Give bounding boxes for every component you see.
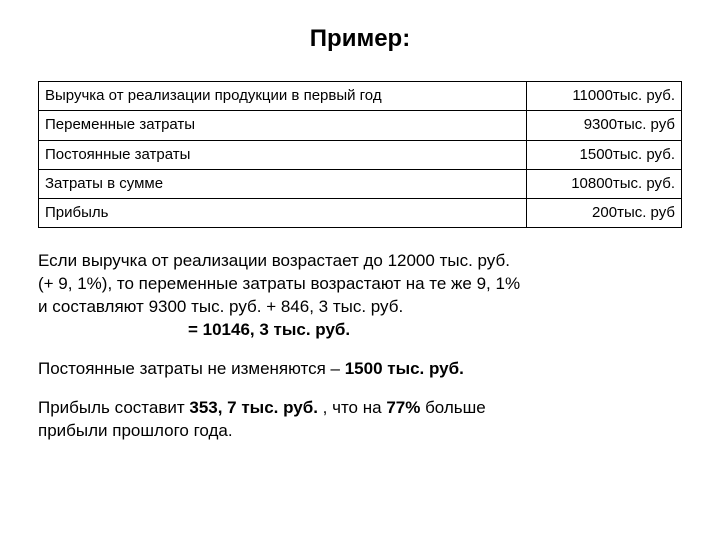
- bold-value: 1500 тыс. руб.: [345, 359, 464, 378]
- body-text: Если выручка от реализации возрастает до…: [38, 250, 682, 443]
- text-line: Если выручка от реализации возрастает до…: [38, 251, 510, 270]
- data-table: Выручка от реализации продукции в первый…: [38, 81, 682, 228]
- table-row: Затраты в сумме 10800тыс. руб.: [39, 169, 682, 198]
- cell-value: 10800тыс. руб.: [527, 169, 682, 198]
- bold-value: 77%: [386, 398, 425, 417]
- cell-label: Затраты в сумме: [39, 169, 527, 198]
- equation-result: = 10146, 3 тыс. руб.: [38, 320, 350, 339]
- cell-value: 9300тыс. руб: [527, 111, 682, 140]
- table-row: Прибыль 200тыс. руб: [39, 199, 682, 228]
- table-row: Переменные затраты 9300тыс. руб: [39, 111, 682, 140]
- paragraph-2: Постоянные затраты не изменяются – 1500 …: [38, 358, 682, 381]
- text-span: прибыли прошлого года.: [38, 421, 233, 440]
- cell-label: Переменные затраты: [39, 111, 527, 140]
- text-line: и составляют 9300 тыс. руб. + 846, 3 тыс…: [38, 297, 403, 316]
- text-span: , что на: [323, 398, 387, 417]
- paragraph-1: Если выручка от реализации возрастает до…: [38, 250, 682, 342]
- bold-value: 353, 7 тыс. руб.: [189, 398, 322, 417]
- table-row: Выручка от реализации продукции в первый…: [39, 82, 682, 111]
- cell-value: 200тыс. руб: [527, 199, 682, 228]
- paragraph-3: Прибыль составит 353, 7 тыс. руб. , что …: [38, 397, 682, 443]
- cell-value: 11000тыс. руб.: [527, 82, 682, 111]
- cell-label: Прибыль: [39, 199, 527, 228]
- table-row: Постоянные затраты 1500тыс. руб.: [39, 140, 682, 169]
- page-title: Пример:: [38, 25, 682, 53]
- cell-label: Постоянные затраты: [39, 140, 527, 169]
- text-span: Прибыль составит: [38, 398, 189, 417]
- text-span: Постоянные затраты не изменяются –: [38, 359, 345, 378]
- cell-label: Выручка от реализации продукции в первый…: [39, 82, 527, 111]
- text-line: (+ 9, 1%), то переменные затраты возраст…: [38, 274, 520, 293]
- text-span: больше: [425, 398, 486, 417]
- cell-value: 1500тыс. руб.: [527, 140, 682, 169]
